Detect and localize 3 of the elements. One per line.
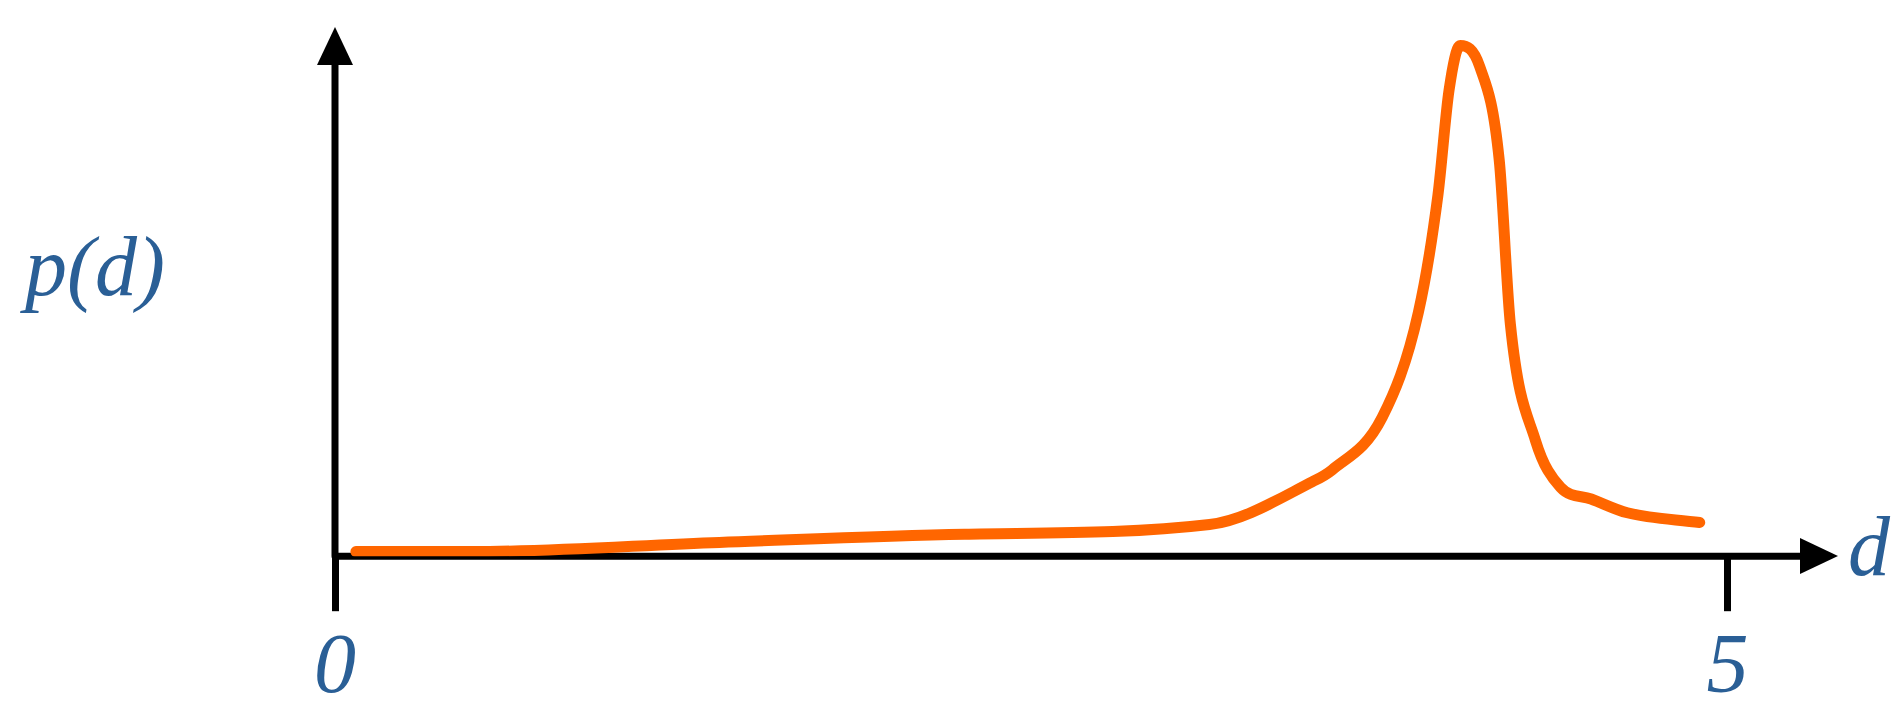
x-tick-label: 0: [314, 616, 356, 710]
x-tick-label: 5: [1706, 616, 1749, 710]
x-axis-title: d: [1848, 500, 1890, 593]
